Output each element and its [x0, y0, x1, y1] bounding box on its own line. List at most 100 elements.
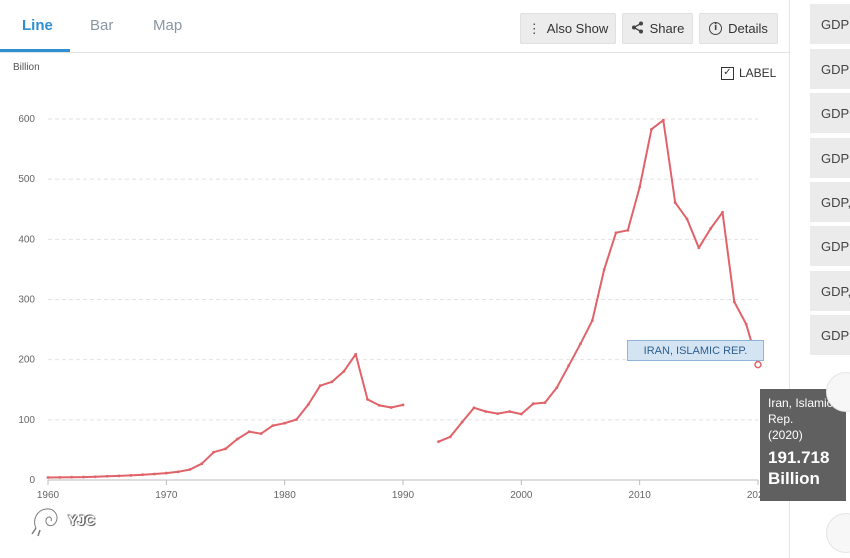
data-point — [93, 475, 97, 479]
data-point — [247, 430, 251, 434]
data-point — [164, 471, 168, 475]
x-tick-label: 1990 — [392, 490, 415, 501]
data-point — [295, 418, 298, 421]
data-point — [58, 475, 62, 479]
data-point — [567, 364, 571, 368]
data-point — [721, 210, 724, 214]
also-show-button[interactable]: ⋮ Also Show — [520, 13, 616, 44]
table-view-button[interactable] — [826, 513, 850, 553]
data-point — [153, 472, 156, 476]
data-point — [235, 437, 239, 441]
data-point — [129, 473, 133, 477]
data-point — [437, 440, 440, 444]
sidebar-item-gdp-7[interactable]: GDP, — [810, 271, 850, 312]
x-tick-label: 1970 — [155, 490, 178, 501]
data-point — [330, 380, 334, 384]
data-point — [697, 246, 701, 250]
more-vertical-icon: ⋮ — [527, 21, 541, 36]
data-point — [141, 473, 145, 477]
data-point — [366, 397, 369, 401]
data-point — [638, 185, 642, 189]
data-point — [579, 342, 582, 346]
data-point — [200, 462, 204, 466]
y-tick-label: 600 — [18, 114, 35, 125]
data-point — [448, 435, 452, 439]
data-point — [484, 410, 488, 413]
data-point — [117, 474, 121, 478]
y-tick-label: 400 — [18, 234, 35, 245]
data-point — [46, 476, 50, 479]
data-point — [732, 300, 736, 304]
sidebar-item-gdp-6[interactable]: GDP — [810, 226, 850, 267]
y-tick-label: 500 — [18, 174, 35, 185]
data-point — [212, 450, 216, 454]
data-point — [283, 421, 287, 425]
series-line — [47, 353, 404, 479]
series-label: IRAN, ISLAMIC REP. — [627, 340, 764, 361]
x-tick-label: 2000 — [510, 490, 533, 501]
label-checkbox-icon[interactable]: ✓ — [721, 66, 734, 80]
sidebar-item-gdp-2[interactable]: GDP — [810, 49, 850, 90]
view-tabs: Line Bar Map ⋮ Also Show Share i Details — [0, 0, 789, 53]
data-point — [377, 403, 381, 407]
x-tick-label: 1980 — [274, 490, 297, 501]
x-tick-label: 2010 — [629, 490, 652, 501]
data-point — [224, 447, 227, 451]
y-tick-label: 0 — [29, 475, 35, 486]
data-point — [401, 403, 405, 407]
data-point — [531, 402, 535, 406]
share-icon — [631, 21, 644, 36]
tab-bar[interactable]: Bar — [90, 17, 114, 34]
watermark: YJC — [28, 502, 95, 538]
data-point — [602, 268, 606, 271]
data-point — [318, 384, 322, 388]
data-point — [389, 406, 393, 409]
highlighted-data-point — [754, 360, 762, 369]
data-point — [496, 412, 500, 416]
data-point — [342, 369, 346, 373]
data-point — [176, 470, 180, 474]
label-toggle[interactable]: ✓ LABEL — [721, 66, 776, 80]
y-tick-label: 100 — [18, 415, 35, 426]
info-icon: i — [709, 22, 723, 35]
data-point — [744, 322, 748, 326]
label-toggle-text: LABEL — [739, 66, 777, 80]
sidebar-item-gdp-1[interactable]: GDP — [810, 4, 850, 45]
sidebar-item-gdp-4[interactable]: GDP: — [810, 138, 850, 179]
active-tab-indicator — [0, 49, 70, 52]
sidebar-item-gdp-3[interactable]: GDP — [810, 93, 850, 134]
line-chart: 0 100 200 300 400 500 600 1960 1970 1980 1990 2000 2… — [18, 114, 770, 501]
data-point — [673, 201, 677, 205]
watermark-logo-icon — [31, 507, 59, 537]
tooltip-unit: Billion — [768, 469, 820, 488]
series-line — [438, 119, 759, 443]
data-tooltip: Iran, Islamic Rep. (2020) 191.718 Billio… — [760, 389, 846, 501]
data-point — [271, 424, 275, 428]
data-point — [188, 468, 192, 471]
tooltip-year: (2020) — [768, 428, 803, 442]
data-point — [354, 352, 358, 356]
data-point — [626, 228, 630, 232]
tab-line[interactable]: Line — [22, 17, 53, 34]
data-point — [259, 432, 263, 436]
data-point — [709, 227, 713, 230]
data-point — [306, 403, 310, 406]
data-point — [82, 475, 85, 479]
data-point — [685, 217, 689, 221]
details-button[interactable]: i Details — [699, 13, 778, 44]
sidebar-item-gdp-8[interactable]: GDP — [810, 315, 850, 356]
sidebar-item-gdp-5[interactable]: GDP, — [810, 182, 850, 223]
data-point — [460, 420, 464, 424]
tab-map[interactable]: Map — [153, 17, 183, 34]
data-point — [472, 406, 476, 410]
tooltip-value: 191.718 — [768, 448, 830, 467]
x-tick-label: 2020 — [747, 490, 770, 501]
data-point — [105, 474, 109, 478]
share-button[interactable]: Share — [622, 13, 693, 44]
watermark-text: YJC — [68, 512, 96, 528]
download-button[interactable] — [826, 372, 850, 412]
data-point — [590, 319, 594, 322]
x-tick-label: 1960 — [37, 490, 60, 501]
data-point — [555, 386, 559, 390]
